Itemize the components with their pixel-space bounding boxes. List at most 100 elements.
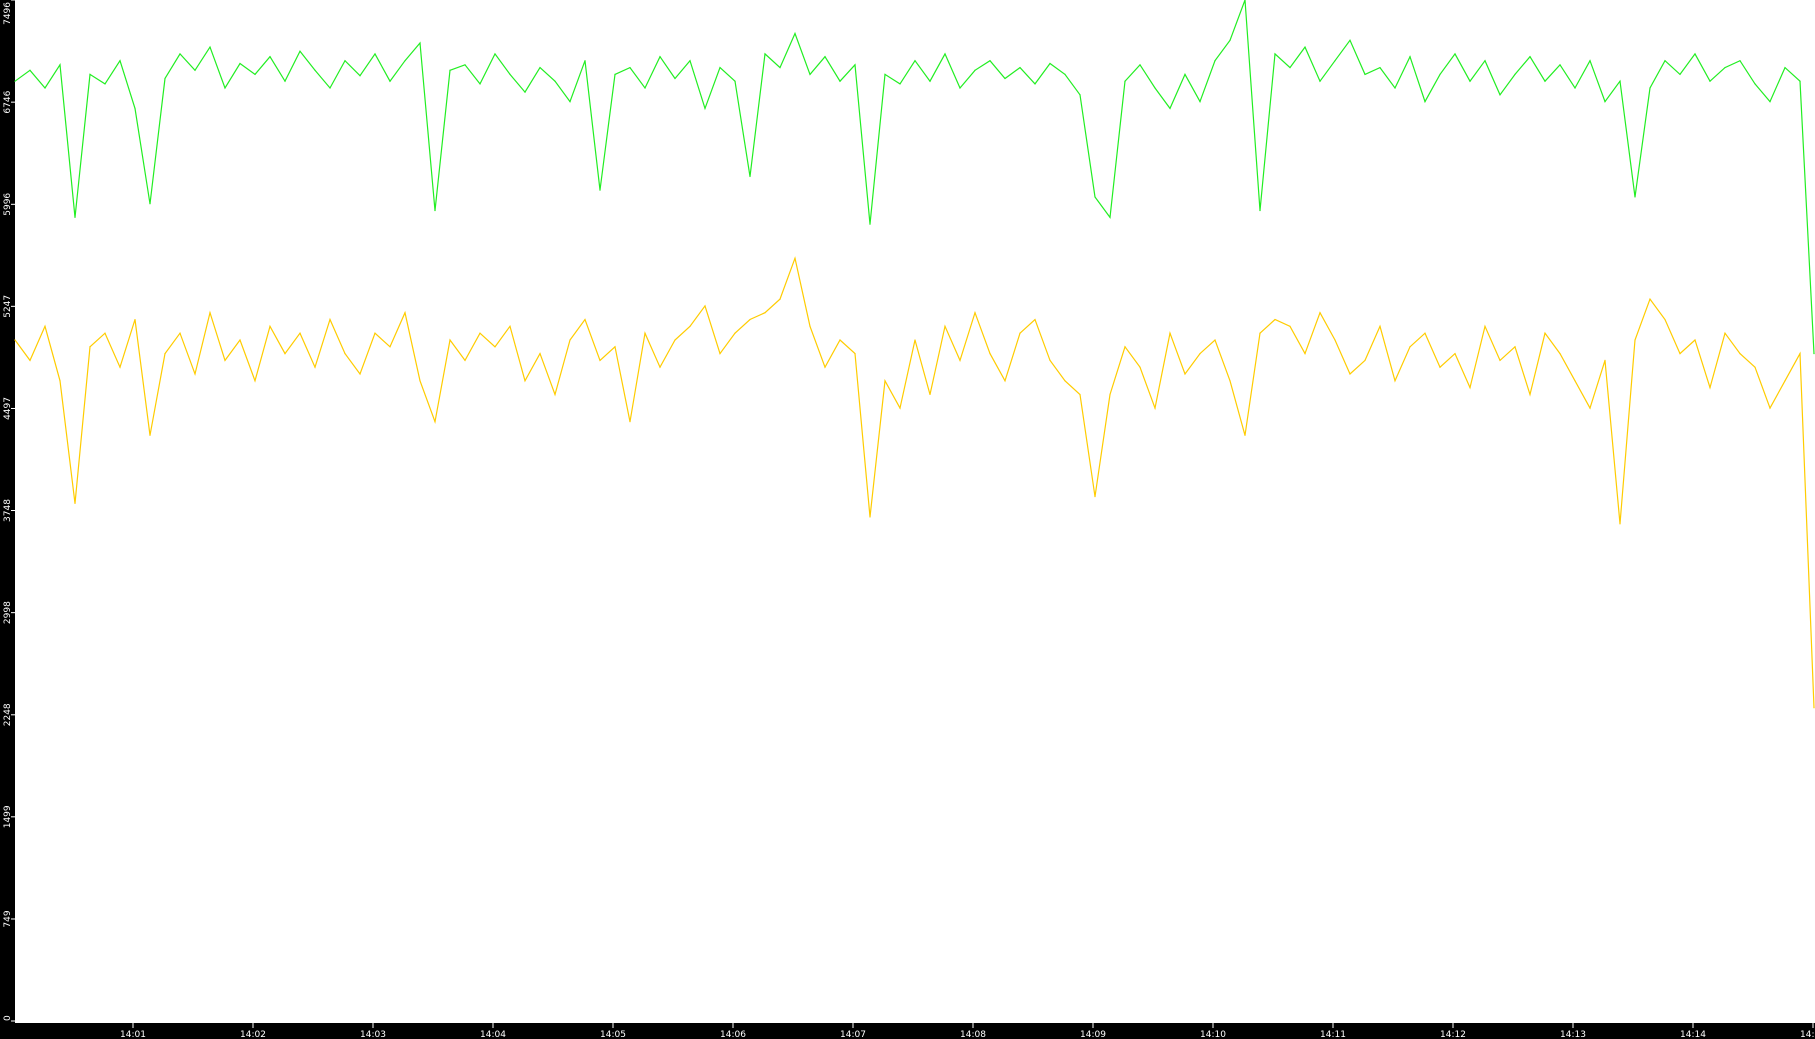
series-0-point	[1304, 46, 1306, 48]
series-1-point	[1499, 359, 1501, 362]
series-1-point	[794, 257, 796, 259]
series-1-point	[974, 312, 976, 314]
series-0-point	[44, 87, 46, 89]
x-tick-label: 14:08	[960, 1030, 986, 1039]
series-1-point	[1799, 352, 1801, 355]
series-0-point	[1769, 101, 1771, 103]
series-0-point	[1574, 87, 1576, 89]
series-1-point	[404, 312, 406, 314]
series-1-point	[74, 502, 76, 505]
series-1-point	[1364, 359, 1366, 362]
series-1-point	[494, 346, 496, 348]
series-1-point	[464, 359, 466, 362]
series-0-point	[614, 73, 616, 75]
series-0-point	[134, 107, 136, 110]
y-axis: 0 749 1499 2248 2998 3748 4497 5247 5996 6746 7496	[3, 0, 15, 1022]
y-tick-label: 4497	[3, 397, 13, 420]
series-0-point	[494, 53, 496, 55]
series-1-point	[299, 332, 301, 334]
series-1-point	[899, 407, 901, 409]
x-tick-label: 14:05	[600, 1030, 626, 1039]
series-1-point	[884, 380, 886, 382]
series-1-point	[1454, 352, 1456, 355]
series-0-point	[854, 64, 856, 66]
y-tick-label: 2998	[3, 601, 13, 624]
series-1-point	[1334, 339, 1336, 341]
series-1-point	[749, 318, 751, 321]
series-0-point	[1649, 87, 1651, 89]
series-line-1	[14, 256, 1815, 708]
x-tick-label: 14:09	[1080, 1030, 1106, 1039]
series-1-point	[284, 352, 286, 355]
series-layer	[14, 0, 1815, 709]
series-1-point	[224, 359, 226, 362]
series-1-point	[539, 352, 541, 355]
series-1-point	[269, 325, 271, 327]
series-0-point	[1529, 56, 1531, 58]
series-0-point	[194, 69, 196, 71]
series-0-point	[1214, 60, 1216, 62]
series-0-point	[569, 101, 571, 103]
series-1-point	[1439, 366, 1441, 368]
series-0-point	[809, 73, 811, 75]
series-1-point	[1529, 393, 1531, 396]
series-1-point	[1169, 332, 1171, 334]
y-tick-label: 6746	[3, 90, 13, 113]
series-line-0	[14, 0, 1815, 354]
series-0-point	[764, 53, 766, 55]
series-0-point	[1424, 101, 1426, 103]
series-0-point	[1289, 66, 1291, 69]
series-0-point	[974, 69, 976, 71]
series-1-point	[104, 332, 106, 334]
series-0-point	[1199, 101, 1201, 103]
series-1-point	[1379, 325, 1381, 327]
series-1-point	[689, 325, 691, 327]
series-1-point	[449, 339, 451, 341]
series-0-point	[164, 77, 166, 80]
series-0-point	[1544, 80, 1546, 82]
series-1-point	[959, 359, 961, 362]
series-0-point	[749, 175, 751, 178]
series-1-point	[614, 346, 616, 348]
series-1-point	[1604, 359, 1606, 362]
series-0-point	[464, 64, 466, 66]
series-1-point	[779, 298, 781, 300]
series-0-point	[884, 73, 886, 75]
series-0-point	[1664, 60, 1666, 62]
series-0-point	[929, 80, 931, 82]
series-1-point	[1244, 434, 1246, 436]
series-1-point	[1409, 346, 1411, 348]
series-1-point	[914, 339, 916, 341]
x-tick-label: 14:13	[1560, 1030, 1586, 1039]
series-1-point	[239, 339, 241, 341]
series-0-point	[89, 73, 91, 75]
series-1-point	[509, 325, 511, 327]
series-1-point	[1424, 332, 1426, 334]
series-0-point	[1813, 352, 1815, 355]
series-0-point	[284, 80, 286, 82]
series-0-point	[1244, 0, 1246, 1]
series-1-point	[179, 332, 181, 334]
series-0-point	[1259, 209, 1261, 212]
series-0-point	[1019, 66, 1021, 69]
series-0-point	[1169, 107, 1171, 110]
series-1-point	[149, 434, 151, 436]
series-0-point	[674, 77, 676, 80]
y-tick-label: 749	[3, 910, 13, 927]
series-0-point	[1034, 83, 1036, 85]
series-0-point	[1739, 60, 1741, 62]
series-1-point	[89, 346, 91, 348]
series-1-point	[59, 380, 61, 382]
series-0-point	[254, 73, 256, 75]
series-0-point	[449, 69, 451, 71]
series-0-point	[1589, 60, 1591, 62]
series-1-point	[44, 325, 46, 327]
series-0-point	[1409, 56, 1411, 58]
series-0-point	[1274, 53, 1276, 55]
y-tick-label: 3748	[3, 499, 13, 522]
series-1-point	[1319, 312, 1321, 314]
series-0-point	[389, 80, 391, 82]
series-0-point	[149, 203, 151, 205]
series-1-point	[1274, 318, 1276, 321]
